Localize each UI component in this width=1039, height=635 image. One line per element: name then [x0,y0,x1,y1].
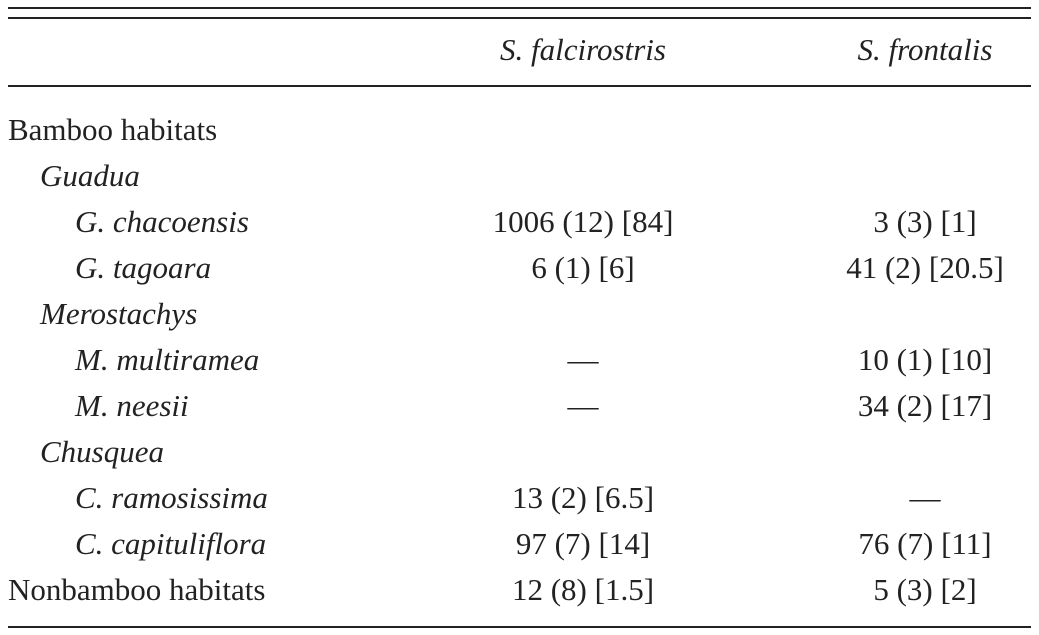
cell: 5 (3) [2] [873,572,977,607]
row-label: Nonbamboo habitats [8,572,266,607]
row-label: Bamboo habitats [8,112,218,147]
row-label: G. tagoara [75,250,212,285]
cell: — [567,388,599,423]
cell: 97 (7) [14] [515,526,651,561]
column-header: S. frontalis [857,32,993,67]
row-label: Guadua [40,158,140,193]
row-label: Chusquea [40,434,164,469]
row-label: M. multiramea [75,342,260,377]
cell: 1006 (12) [84] [492,204,674,239]
row-label: G. chacoensis [75,204,249,239]
cell: 12 (8) [1.5] [511,572,655,607]
top-rule [8,7,1031,9]
row-label: C. capituliflora [75,526,267,561]
cell: 41 (2) [20.5] [846,250,1004,285]
cell: 6 (1) [6] [531,250,635,285]
column-header: S. falcirostris [500,32,666,67]
cell: 34 (2) [17] [857,388,993,423]
cell: 13 (2) [6.5] [511,480,655,515]
row-label: Merostachys [40,296,198,331]
bottom-rule [8,626,1031,628]
header-rule [8,85,1031,87]
cell: 76 (7) [11] [858,526,992,561]
cell: — [567,342,599,377]
top-rule [8,17,1031,19]
row-label: C. ramosissima [75,480,268,515]
row-label: M. neesii [75,388,189,423]
cell: 3 (3) [1] [873,204,977,239]
cell: 10 (1) [10] [857,342,993,377]
cell: — [909,480,941,515]
